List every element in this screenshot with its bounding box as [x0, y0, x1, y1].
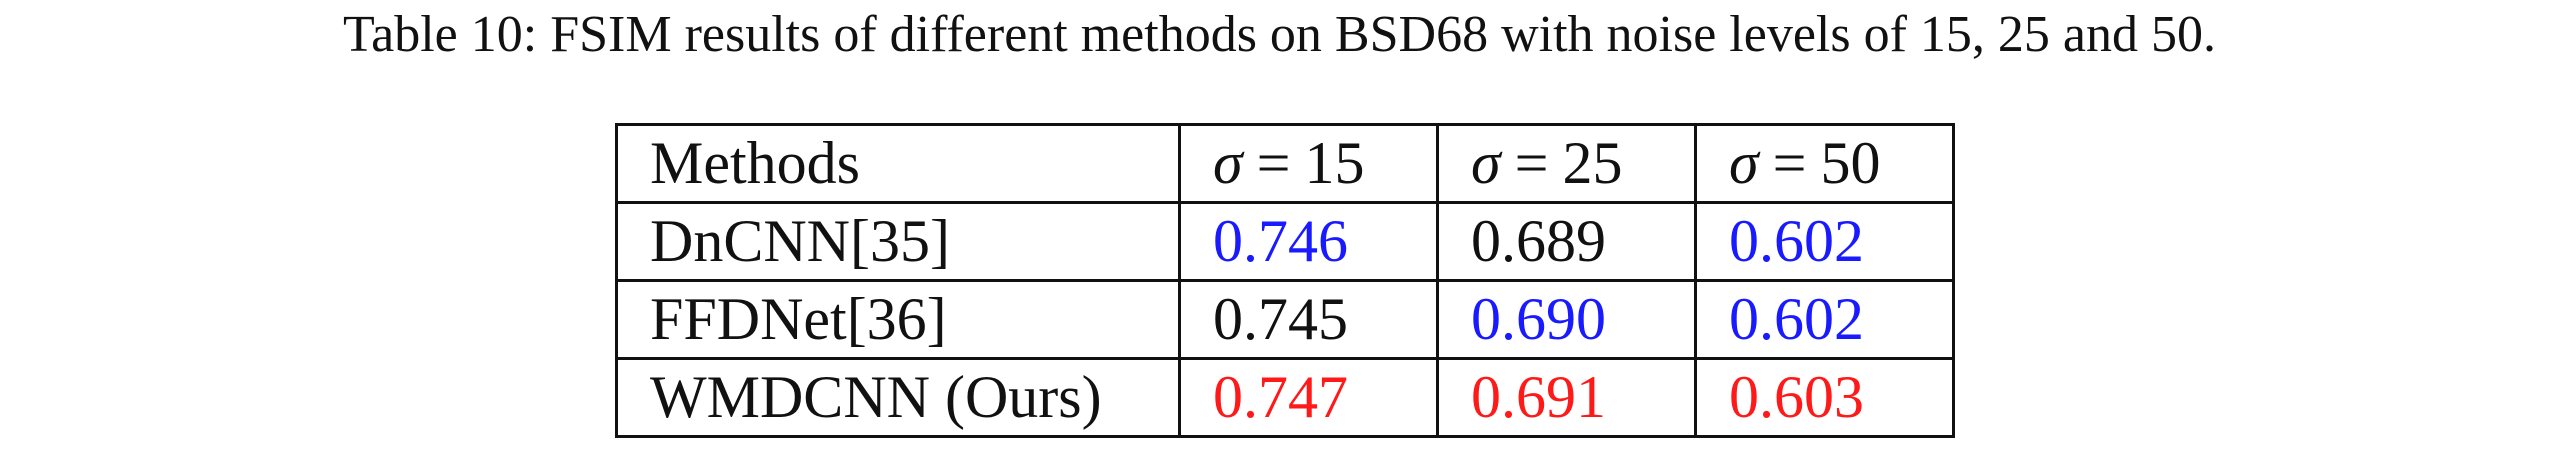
- fsim-value: 0.745: [1178, 279, 1439, 360]
- table-row: DnCNN[35] 0.746 0.689 0.602: [615, 201, 1955, 282]
- fsim-value: 0.689: [1436, 201, 1697, 282]
- noise-level: 50: [1820, 130, 1881, 196]
- method-name: WMDCNN (Ours): [615, 357, 1181, 438]
- header-sigma-50: σ = 50: [1694, 123, 1955, 204]
- fsim-value: 0.746: [1178, 201, 1439, 282]
- noise-level: 15: [1304, 130, 1365, 196]
- fsim-value: 0.602: [1694, 201, 1955, 282]
- fsim-value: 0.691: [1436, 357, 1697, 438]
- fsim-value: 0.690: [1436, 279, 1697, 360]
- fsim-results-table: Methods σ = 15 σ = 25 σ = 50 DnCNN[35] 0.746 0…: [615, 123, 1955, 438]
- sigma-symbol: σ: [1213, 130, 1243, 196]
- table-row: FFDNet[36] 0.745 0.690 0.602: [615, 279, 1955, 360]
- header-sigma-25: σ = 25: [1436, 123, 1697, 204]
- method-name: DnCNN[35]: [615, 201, 1181, 282]
- table-row: WMDCNN (Ours) 0.747 0.691 0.603: [615, 357, 1955, 438]
- fsim-value: 0.602: [1694, 279, 1955, 360]
- equals-sign: =: [1256, 130, 1291, 196]
- noise-level: 25: [1562, 130, 1623, 196]
- header-sigma-15: σ = 15: [1178, 123, 1439, 204]
- method-name: FFDNet[36]: [615, 279, 1181, 360]
- table-caption: Table 10: FSIM results of different meth…: [343, 6, 2216, 63]
- equals-sign: =: [1514, 130, 1549, 196]
- sigma-symbol: σ: [1729, 130, 1759, 196]
- equals-sign: =: [1772, 130, 1807, 196]
- fsim-value: 0.747: [1178, 357, 1439, 438]
- sigma-symbol: σ: [1471, 130, 1501, 196]
- table-header-row: Methods σ = 15 σ = 25 σ = 50: [615, 123, 1955, 204]
- fsim-value: 0.603: [1694, 357, 1955, 438]
- header-methods: Methods: [615, 123, 1181, 204]
